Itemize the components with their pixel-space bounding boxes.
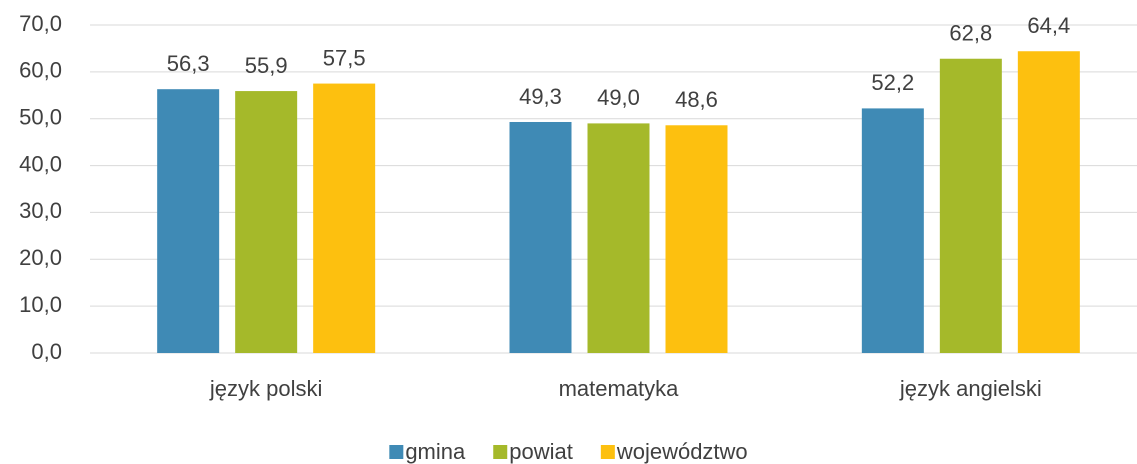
x-tick-label: język angielski (899, 376, 1042, 401)
y-tick-label: 70,0 (19, 11, 62, 36)
data-label: 49,3 (519, 84, 562, 109)
data-label: 64,4 (1027, 13, 1070, 38)
bar (157, 89, 220, 354)
legend-label: powiat (509, 439, 573, 464)
bar (665, 125, 728, 353)
data-label: 49,0 (597, 85, 640, 110)
legend-swatch (600, 445, 615, 459)
y-tick-label: 10,0 (19, 292, 62, 317)
data-label: 57,5 (323, 45, 366, 70)
y-tick-label: 40,0 (19, 151, 62, 176)
bar (313, 83, 376, 354)
x-tick-label: matematyka (559, 376, 680, 401)
data-label: 56,3 (167, 51, 210, 76)
bar (587, 123, 650, 354)
data-label: 52,2 (871, 70, 914, 95)
y-tick-label: 50,0 (19, 105, 62, 130)
bar (861, 108, 924, 353)
data-label: 62,8 (949, 21, 992, 46)
bar (939, 58, 1002, 353)
legend-swatch (493, 445, 508, 459)
bar (1017, 51, 1080, 354)
y-tick-label: 20,0 (19, 245, 62, 270)
legend-label: województwo (616, 439, 748, 464)
x-tick-label: język polski (209, 376, 322, 401)
data-label: 48,6 (675, 87, 718, 112)
legend-swatch (389, 445, 404, 459)
legend-label: gmina (405, 439, 466, 464)
y-tick-label: 30,0 (19, 198, 62, 223)
y-tick-label: 0,0 (31, 339, 62, 364)
bar (235, 91, 298, 353)
data-label: 55,9 (245, 53, 288, 78)
bar (509, 121, 572, 353)
y-tick-label: 60,0 (19, 58, 62, 83)
